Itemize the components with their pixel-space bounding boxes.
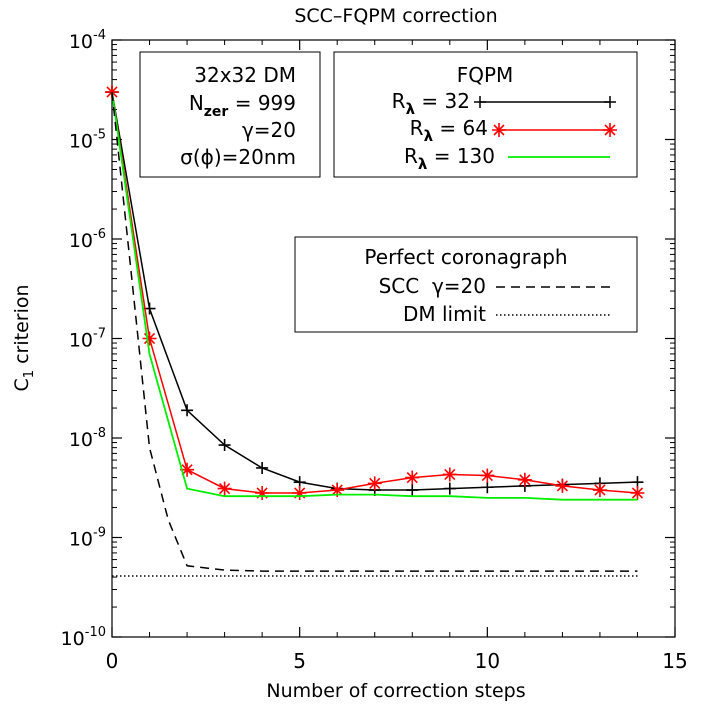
series-1-point — [517, 472, 532, 487]
series-1-point — [442, 467, 457, 482]
legend-entry-r130: Rλ = 130 — [404, 144, 495, 173]
series-1-point — [142, 331, 157, 346]
legend-marker-r32-end — [604, 96, 616, 108]
series-1-point — [217, 481, 232, 496]
series-0-point — [481, 481, 494, 494]
x-tick-label: 15 — [662, 649, 687, 673]
legend-entry-scc: SCC γ=20 — [379, 274, 486, 298]
chart-title: SCC–FQPM correction — [294, 5, 497, 27]
y-tick-label: 10-4 — [69, 28, 106, 53]
info-nzer-rest: = 999 — [228, 91, 296, 115]
y-label-sub: 1 — [22, 370, 37, 378]
info-nzer-sub: zer — [204, 104, 229, 120]
legend-r130-rest: = 130 — [427, 144, 495, 168]
legend-swatch-r64 — [492, 123, 617, 137]
series-0-point — [181, 404, 194, 417]
legend-fqpm-title: FQPM — [457, 63, 514, 87]
legend-marker-r32-start — [474, 96, 486, 108]
info-sigma: σ(ϕ)=20nm — [180, 145, 296, 169]
y-tick-label: 10-8 — [69, 426, 106, 451]
info-gamma: γ=20 — [242, 118, 296, 142]
legend-r32-rest: = 32 — [415, 89, 470, 113]
legend-perfect-frame — [294, 236, 638, 333]
series-0-point — [406, 484, 419, 497]
series-1-point — [555, 478, 570, 493]
y-tick-label: 10-10 — [61, 625, 106, 650]
series-1-point — [592, 483, 607, 498]
y-tick-label: 10-9 — [69, 526, 106, 551]
info-box-frame — [139, 51, 321, 178]
y-tick-label: 10-7 — [69, 327, 106, 352]
series-0-point — [443, 482, 456, 495]
series-layer — [105, 85, 645, 577]
x-tick-label: 10 — [475, 649, 500, 673]
y-tick-label: 10-6 — [69, 227, 106, 252]
legend-r130-main: R — [404, 144, 418, 168]
x-axis-label: Number of correction steps — [266, 680, 525, 702]
legend-r64-rest: = 64 — [433, 116, 488, 140]
y-tick-label: 10-5 — [69, 128, 106, 153]
info-box: 32x32 DM Nzer = 999 γ=20 σ(ϕ)=20nm — [139, 51, 321, 178]
series-1-point — [255, 486, 270, 501]
legend-r130-sub: λ — [418, 155, 428, 173]
info-nzer-main: N — [189, 91, 204, 115]
legend-entry-r64: Rλ = 64 — [410, 116, 488, 145]
series-1-point — [292, 486, 307, 501]
legend-fqpm: FQPM Rλ = 32 Rλ = 64 Rλ = 130 — [333, 51, 638, 178]
series-1-point — [330, 483, 345, 498]
legend-marker-r64-end — [603, 123, 617, 137]
legend-entry-r32: Rλ = 32 — [392, 89, 470, 118]
legend-swatch-r32 — [474, 96, 616, 108]
legend-r32-main: R — [392, 89, 406, 113]
series-0-point — [218, 439, 231, 452]
x-tick-label: 5 — [293, 649, 306, 673]
info-nzer: Nzer = 999 — [189, 91, 296, 120]
legend-marker-r64-start — [492, 123, 506, 137]
y-label-main: C — [11, 378, 33, 391]
series-1-point — [480, 468, 495, 483]
y-axis-label: C1 criterion — [11, 284, 37, 391]
series-1-point — [180, 462, 195, 477]
y-label-rest: criterion — [11, 284, 33, 369]
legend-entry-dm-limit: DM limit — [403, 302, 486, 326]
info-dm: 32x32 DM — [194, 63, 296, 87]
legend-r64-main: R — [410, 116, 424, 140]
series-1-point — [630, 486, 645, 501]
series-line-2 — [111, 91, 638, 501]
x-tick-label: 0 — [106, 649, 119, 673]
series-1-point — [405, 470, 420, 485]
legend-perfect-title: Perfect coronagraph — [364, 245, 567, 269]
legend-r64-sub: λ — [424, 127, 434, 145]
x-axis: 0 5 10 15 — [106, 40, 688, 673]
y-axis: 10-10 10-9 10-8 10-7 10-6 10-5 10-4 — [61, 28, 675, 650]
series-0-point — [256, 461, 269, 474]
series-1-point — [367, 476, 382, 491]
legend-r32-sub: λ — [406, 100, 416, 118]
legend-perfect: Perfect coronagraph SCC γ=20 DM limit — [294, 236, 638, 333]
